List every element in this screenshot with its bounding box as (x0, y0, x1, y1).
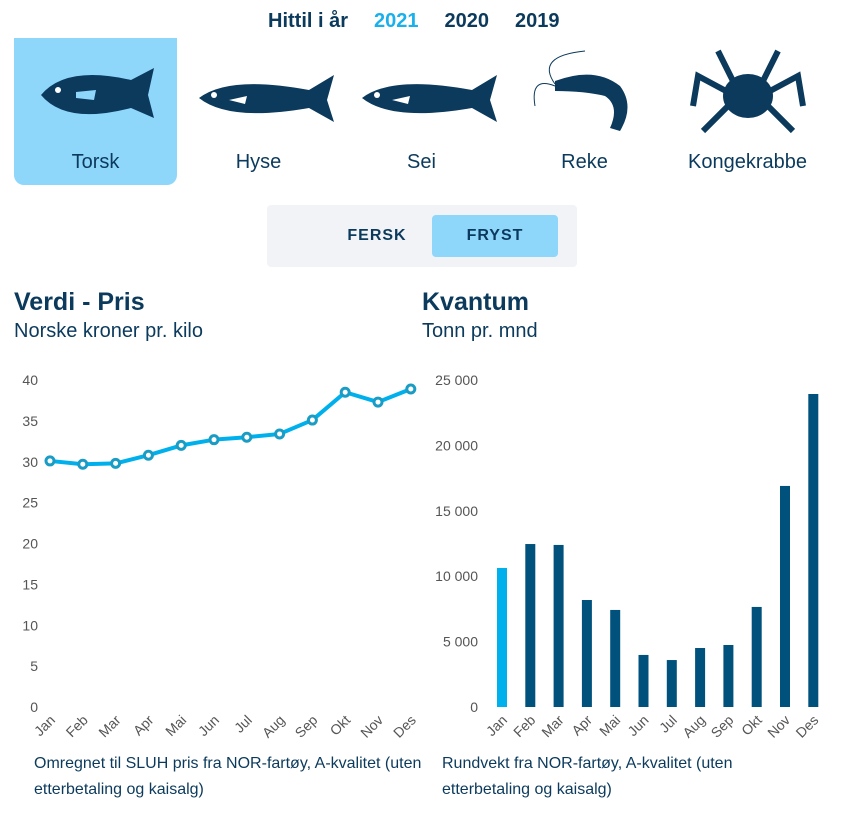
x-tick-label: Sep (292, 712, 321, 741)
year-2020[interactable]: 2020 (444, 10, 490, 32)
frozen-button[interactable]: FRYST (432, 215, 558, 257)
x-tick-label: Mai (162, 712, 189, 739)
volume-bar (666, 660, 677, 707)
y-tick-label: 40 (22, 372, 38, 388)
x-tick-label: Mai (596, 712, 623, 739)
volume-bar (751, 606, 762, 707)
year-selector: Hittil i år 2021 2020 2019 (268, 10, 560, 33)
volume-bar (610, 609, 621, 707)
shrimp-icon (533, 50, 628, 131)
price-point (306, 414, 318, 426)
x-tick-label: Jan (31, 712, 58, 739)
price-point (44, 455, 56, 467)
x-tick-label: Jul (231, 712, 255, 736)
price-point (339, 386, 351, 398)
x-tick-label: Feb (63, 712, 92, 741)
y-tick-label: 5 (30, 658, 38, 674)
x-tick-label: Apr (130, 712, 157, 739)
volume-chart-subtitle: Tonn pr. mnd (422, 320, 538, 342)
price-point (77, 458, 89, 470)
species-kongekrabbe[interactable]: Kongekrabbe (666, 38, 829, 185)
species-reke[interactable]: Reke (503, 38, 666, 185)
volume-bar (808, 393, 819, 707)
price-point (405, 383, 417, 395)
y-tick-label: 35 (22, 413, 38, 429)
price-point (142, 449, 154, 461)
haddock-icon (199, 75, 334, 122)
volume-bar (695, 648, 706, 707)
x-tick-label: Jun (624, 712, 651, 739)
x-tick-label: Feb (510, 712, 539, 741)
x-tick-label: Okt (738, 712, 765, 739)
volume-bar (638, 654, 649, 707)
price-line (49, 387, 412, 467)
y-tick-label: 5 000 (443, 634, 478, 650)
x-tick-label: Jun (195, 712, 222, 739)
price-line-chart: 0 5 10 15 20 25 30 35 40 Jan Feb Mar Apr Mai Jun Jul Aug… (22, 372, 419, 741)
y-tick-label: 25 (22, 495, 38, 511)
x-tick-label: Nov (357, 712, 386, 741)
x-tick-label: Jul (656, 712, 680, 736)
king-crab-icon (690, 49, 806, 134)
year-2021[interactable]: 2021 (374, 10, 419, 32)
species-label: Torsk (71, 151, 120, 173)
x-tick-label: Des (390, 712, 419, 741)
y-tick-label: 30 (22, 454, 38, 470)
volume-bar (780, 485, 790, 707)
x-tick-label: Jan (483, 712, 510, 739)
price-point (175, 439, 187, 451)
volume-bar (553, 544, 564, 707)
y-tick-label: 25 000 (435, 372, 478, 388)
volume-chart-title: Kvantum (422, 288, 529, 316)
year-to-date-label[interactable]: Hittil i år (268, 10, 349, 32)
price-point (110, 457, 122, 469)
volume-chart-note: Rundvekt fra NOR-fartøy, A-kvalitet (ute… (442, 755, 733, 798)
y-tick-label: 0 (30, 699, 38, 715)
species-label: Sei (407, 151, 436, 173)
x-tick-label: Apr (568, 712, 595, 739)
year-2019[interactable]: 2019 (515, 10, 560, 32)
x-tick-label: Nov (764, 712, 793, 741)
x-tick-label: Sep (708, 712, 737, 741)
price-point (372, 396, 384, 408)
x-tick-label: Des (792, 712, 821, 741)
species-label: Hyse (235, 151, 282, 173)
fresh-button[interactable]: FERSK (347, 227, 407, 244)
y-tick-label: 20 000 (435, 437, 478, 453)
x-tick-label: Mar (538, 712, 567, 741)
cod-icon (41, 68, 154, 118)
y-tick-label: 15 (22, 576, 38, 592)
volume-bar (581, 600, 592, 707)
x-tick-label: Mar (95, 712, 124, 741)
volume-bar (497, 567, 507, 707)
y-tick-label: 20 (22, 536, 38, 552)
price-point (208, 434, 220, 446)
price-chart-note: Omregnet til SLUH pris fra NOR-fartøy, A… (34, 755, 422, 798)
price-point (241, 431, 253, 443)
volume-bar (723, 645, 734, 707)
y-tick-label: 10 (22, 617, 38, 633)
volume-bar (525, 544, 536, 707)
y-tick-label: 0 (470, 699, 478, 715)
species-sei[interactable]: Sei (340, 38, 503, 185)
y-tick-label: 10 000 (435, 568, 478, 584)
price-point (274, 428, 286, 440)
species-hyse[interactable]: Hyse (177, 38, 340, 185)
fresh-frozen-toggle: FERSK FRYST (267, 205, 577, 267)
price-chart-subtitle: Norske kroner pr. kilo (14, 320, 203, 342)
species-selector: Torsk Hyse Sei Reke Kongekrabbe (14, 38, 829, 185)
species-torsk[interactable]: Torsk (14, 38, 177, 185)
y-tick-label: 15 000 (435, 503, 478, 519)
species-label: Kongekrabbe (688, 151, 807, 173)
x-tick-label: Aug (679, 712, 708, 741)
species-label: Reke (561, 151, 608, 173)
x-tick-label: Aug (259, 712, 288, 741)
price-chart-title: Verdi - Pris (14, 288, 145, 316)
x-tick-label: Okt (327, 712, 354, 739)
saithe-icon (362, 75, 497, 122)
